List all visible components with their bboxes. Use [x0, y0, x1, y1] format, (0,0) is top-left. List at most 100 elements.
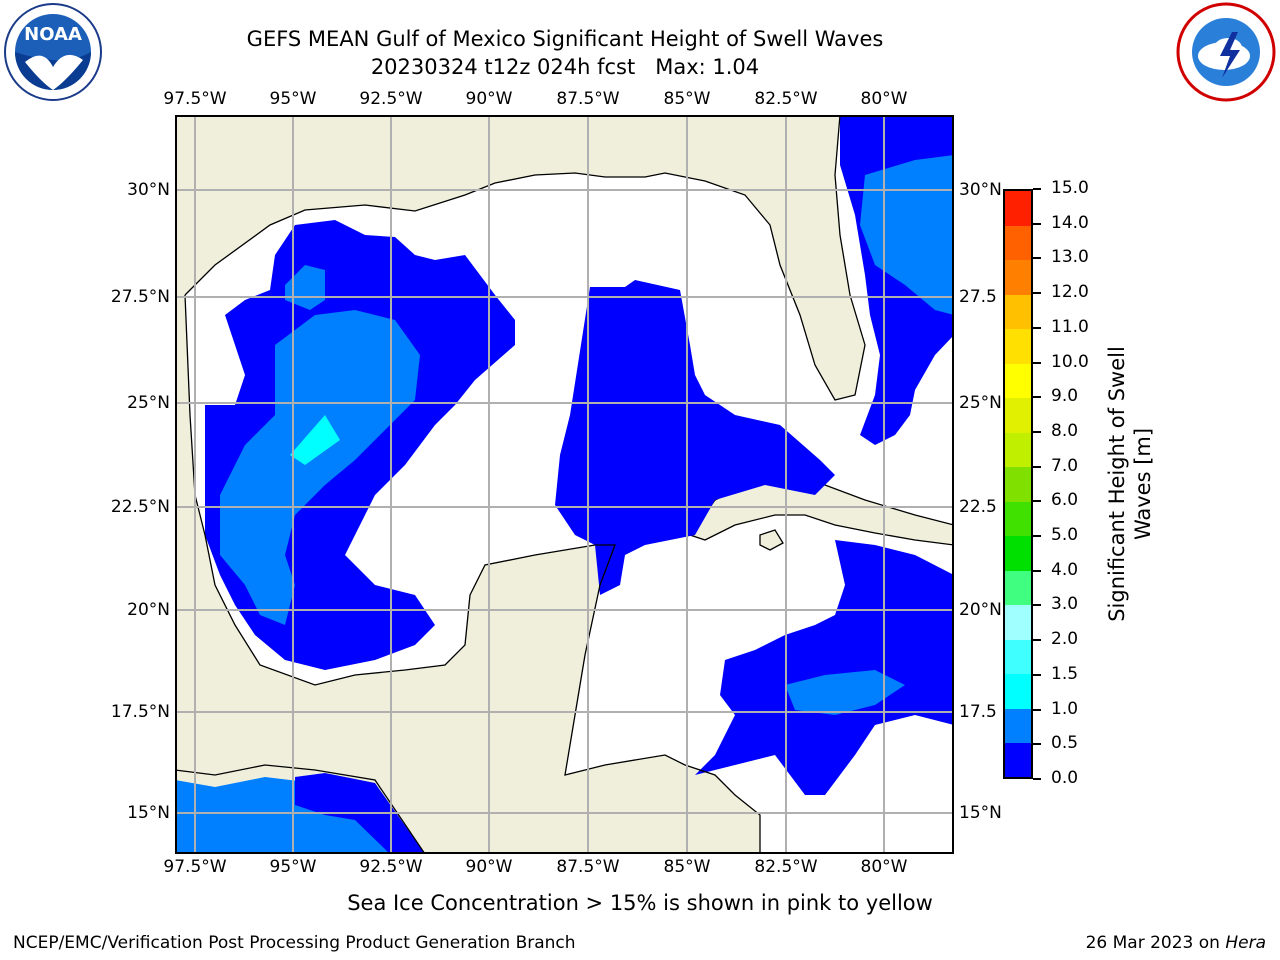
colorbar-segment: [1005, 708, 1031, 744]
colorbar-tick-label: 2.0: [1051, 629, 1079, 650]
lat-tick-right: 27.5: [959, 287, 997, 307]
map-subtitle: 20230324 t12z 024h fcst Max: 1.04: [370, 55, 760, 79]
footer-date: 26 Mar 2023 on Hera: [1086, 933, 1266, 953]
colorbar-tick-mark: [1033, 292, 1041, 295]
lon-tick-top: 95°W: [269, 89, 317, 109]
colorbar-tick-label: 1.0: [1051, 698, 1079, 719]
lat-tick-left: 30°N: [127, 180, 170, 200]
colorbar-tick-label: 0.0: [1051, 768, 1079, 788]
lat-tick-left: 27.5°N: [110, 287, 170, 307]
lat-tick-right: 30°N: [959, 180, 1002, 200]
lon-tick-bottom: 87.5°W: [556, 857, 620, 877]
colorbar-tick-label: 6.0: [1051, 490, 1079, 511]
mexico-coastline: [184, 294, 761, 854]
lon-tick-top: 87.5°W: [556, 89, 620, 109]
colorbar-tick-mark: [1033, 708, 1041, 711]
colorbar-tick-label: 9.0: [1051, 386, 1079, 407]
colorbar-segment: [1005, 604, 1031, 640]
colorbar-tick-mark: [1033, 396, 1041, 399]
colorbar-tick-mark: [1033, 465, 1041, 468]
lon-tick-bottom: 80°W: [860, 857, 908, 877]
colorbar-tick-mark: [1033, 257, 1041, 260]
colorbar-segment: [1005, 328, 1031, 364]
colorbar-tick-label: 14.0: [1051, 212, 1089, 233]
colorbar-tick-label: 12.0: [1051, 282, 1089, 303]
colorbar-tick-label: 15.0: [1051, 178, 1089, 198]
lat-tick-left: 17.5°N: [110, 702, 170, 722]
lon-tick-bottom: 82.5°W: [754, 857, 818, 877]
lon-tick-top: 85°W: [663, 89, 711, 109]
colorbar-tick-mark: [1033, 222, 1041, 225]
colorbar-tick-label: 3.0: [1051, 594, 1079, 615]
footer-credit: NCEP/EMC/Verification Post Processing Pr…: [13, 933, 576, 953]
swell-region-light-caribbean: [785, 670, 905, 715]
colorbar: [1003, 189, 1033, 779]
colorbar-title-line1: Significant Height of Swell: [1105, 346, 1129, 622]
colorbar-tick-mark: [1033, 535, 1041, 538]
colorbar-tick-label: 4.0: [1051, 559, 1079, 580]
lon-tick-bottom: 97.5°W: [163, 857, 227, 877]
colorbar-tick-label: 8.0: [1051, 420, 1079, 441]
colorbar-title-line2: Waves [m]: [1131, 427, 1155, 541]
lat-tick-right: 20°N: [959, 600, 1002, 620]
lon-tick-top: 82.5°W: [754, 89, 818, 109]
colorbar-segment: [1005, 191, 1031, 226]
colorbar-segment: [1005, 225, 1031, 261]
swell-region-max: [290, 415, 340, 465]
colorbar-tick-mark: [1033, 604, 1041, 607]
colorbar-tick-mark: [1033, 188, 1041, 190]
colorbar-tick-mark: [1033, 326, 1041, 329]
colorbar-segment: [1005, 501, 1031, 537]
colorbar-segment: [1005, 570, 1031, 606]
colorbar-segment: [1005, 397, 1031, 433]
swell-region-central: [555, 280, 835, 595]
lat-tick-left: 25°N: [127, 393, 170, 413]
colorbar-ticks: 15.0 14.0 13.0 12.0 11.0 10.0 9.0 8.0 7.0 6.0 5.0 4…: [1033, 178, 1093, 788]
lon-tick-top: 97.5°W: [163, 89, 227, 109]
lon-tick-bottom: 90°W: [465, 857, 513, 877]
gulf-coastline: [184, 115, 866, 401]
lat-tick-right: 25°N: [959, 393, 1002, 413]
colorbar-segment: [1005, 363, 1031, 399]
lon-tick-top: 92.5°W: [359, 89, 423, 109]
swell-region-caribbean: [695, 540, 954, 795]
map-title: GEFS MEAN Gulf of Mexico Significant Hei…: [246, 27, 884, 51]
swell-region-light-north: [285, 265, 325, 310]
central-america-coastline: [175, 764, 426, 854]
map-panel: [175, 115, 954, 854]
map-frame: [175, 115, 954, 854]
colorbar-tick-mark: [1033, 569, 1041, 572]
noaa-logo-text: NOAA: [24, 24, 82, 45]
lat-tick-left: 20°N: [127, 600, 170, 620]
colorbar-tick-mark: [1033, 361, 1041, 364]
lat-tick-right: 22.5: [959, 497, 997, 517]
colorbar-tick-mark: [1033, 778, 1041, 780]
colorbar-tick-label: 13.0: [1051, 247, 1089, 268]
colorbar-tick-label: 5.0: [1051, 525, 1079, 546]
colorbar-tick-mark: [1033, 673, 1041, 676]
colorbar-title: Significant Height of Swell Waves [m]: [1104, 346, 1156, 622]
noaa-logo-icon: NOAA: [3, 2, 103, 102]
isle-of-youth: [759, 529, 784, 551]
colorbar-segment: [1005, 259, 1031, 295]
colorbar-tick-label: 1.5: [1051, 663, 1079, 684]
colorbar-tick-label: 0.5: [1051, 733, 1079, 754]
colorbar-segment: [1005, 639, 1031, 675]
colorbar-tick-label: 7.0: [1051, 455, 1079, 476]
colorbar-segment: [1005, 432, 1031, 468]
lat-tick-right: 15°N: [959, 803, 1002, 823]
footer-machine: Hera: [1225, 933, 1266, 953]
colorbar-segment: [1005, 466, 1031, 502]
lon-tick-top: 80°W: [860, 89, 908, 109]
lon-tick-bottom: 92.5°W: [359, 857, 423, 877]
colorbar-tick-label: 11.0: [1051, 316, 1089, 337]
swell-region-light-west: [220, 310, 420, 625]
lat-tick-right: 17.5: [959, 702, 997, 722]
lat-tick-left: 15°N: [127, 803, 170, 823]
colorbar-segment: [1005, 535, 1031, 571]
colorbar-segment: [1005, 294, 1031, 330]
lon-tick-top: 90°W: [465, 89, 513, 109]
sea-ice-note: Sea Ice Concentration > 15% is shown in …: [347, 891, 933, 915]
footer-date-text: 26 Mar 2023 on: [1085, 933, 1226, 953]
lon-tick-bottom: 95°W: [269, 857, 317, 877]
